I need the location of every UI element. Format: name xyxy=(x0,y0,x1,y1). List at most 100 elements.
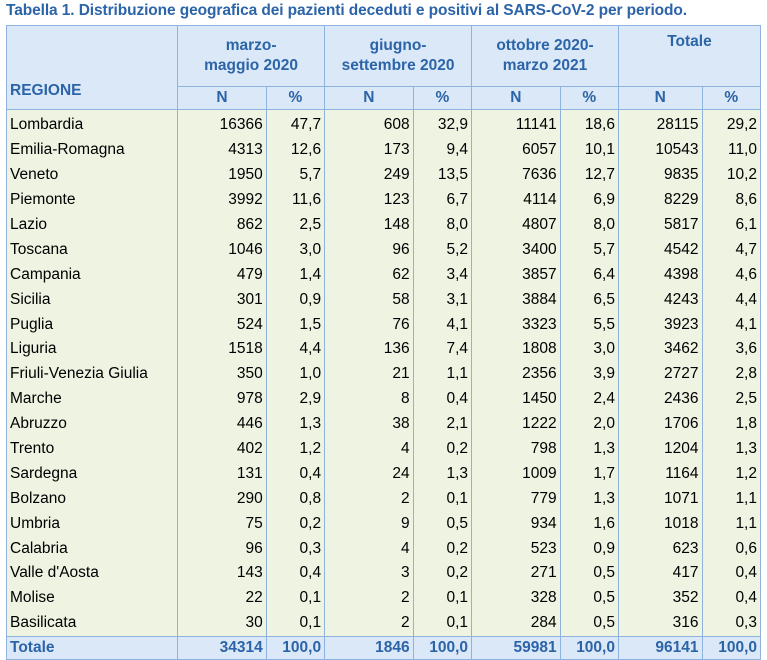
period-header-line2: settembre 2020 xyxy=(341,57,455,74)
percent-cell: 4,1 xyxy=(412,312,473,338)
count-cell: 1071 xyxy=(617,486,703,512)
period-header-line1: ottobre 2020- xyxy=(496,37,594,54)
percent-cell: 1,3 xyxy=(559,486,619,512)
percent-cell: 6,1 xyxy=(701,212,762,238)
period-header-line2: maggio 2020 xyxy=(204,57,299,74)
percent-cell: 12,6 xyxy=(265,137,326,163)
count-cell: 934 xyxy=(471,511,561,537)
table-row: Lazio 862 2,5 148 8,0 4807 8,0 5817 6,1 xyxy=(5,212,762,238)
count-cell: 3 xyxy=(324,561,414,586)
count-cell: 62 xyxy=(324,262,414,288)
percent-cell: 1,3 xyxy=(559,436,619,462)
count-cell: 6057 xyxy=(471,137,561,163)
pct-header: % xyxy=(559,86,619,110)
percent-cell: 7,4 xyxy=(412,337,473,362)
count-cell: 4 xyxy=(324,436,414,462)
count-cell: 1450 xyxy=(471,386,561,412)
percent-cell: 0,2 xyxy=(412,436,473,462)
count-cell: 1518 xyxy=(177,337,267,362)
percent-cell: 1,5 xyxy=(265,312,326,338)
percent-cell: 4,4 xyxy=(701,287,762,313)
count-cell: 1018 xyxy=(617,511,703,537)
total-count-cell: 96141 xyxy=(617,635,703,660)
count-cell: 3884 xyxy=(471,287,561,313)
count-cell: 5817 xyxy=(617,212,703,238)
period-header: marzo- maggio 2020 xyxy=(177,25,326,87)
total-header: Totale xyxy=(617,25,762,87)
table-row: Liguria 1518 4,4 136 7,4 1808 3,0 3462 3,6 xyxy=(5,337,762,362)
count-cell: 417 xyxy=(617,561,703,586)
percent-cell: 2,4 xyxy=(559,386,619,412)
percent-cell: 0,5 xyxy=(412,511,473,537)
percent-cell: 4,1 xyxy=(701,312,762,338)
percent-cell: 0,5 xyxy=(559,585,619,611)
count-cell: 271 xyxy=(471,561,561,586)
percent-cell: 1,4 xyxy=(265,262,326,288)
region-header: REGIONE xyxy=(5,25,179,110)
count-cell: 38 xyxy=(324,411,414,437)
total-label: Totale xyxy=(5,635,179,660)
percent-cell: 1,2 xyxy=(265,436,326,462)
table-row: Abruzzo 446 1,3 38 2,1 1222 2,0 1706 1,8 xyxy=(5,411,762,437)
percent-cell: 6,7 xyxy=(412,187,473,213)
count-cell: 316 xyxy=(617,610,703,637)
region-cell: Friuli-Venezia Giulia xyxy=(5,361,179,387)
percent-cell: 5,7 xyxy=(559,237,619,263)
n-header: N xyxy=(471,86,561,110)
percent-cell: 0,2 xyxy=(412,561,473,586)
count-cell: 76 xyxy=(324,312,414,338)
count-cell: 1164 xyxy=(617,461,703,487)
region-cell: Bolzano xyxy=(5,486,179,512)
n-header: N xyxy=(324,86,414,110)
region-cell: Trento xyxy=(5,436,179,462)
period-header: giugno- settembre 2020 xyxy=(324,25,473,87)
region-cell: Valle d'Aosta xyxy=(5,561,179,586)
count-cell: 352 xyxy=(617,585,703,611)
percent-cell: 3,4 xyxy=(412,262,473,288)
percent-cell: 1,1 xyxy=(412,361,473,387)
percent-cell: 1,3 xyxy=(412,461,473,487)
percent-cell: 6,5 xyxy=(559,287,619,313)
table-row: Friuli-Venezia Giulia 350 1,0 21 1,1 2356 3,9 2… xyxy=(5,361,762,387)
total-count-cell: 34314 xyxy=(177,635,267,660)
table-row: Bolzano 290 0,8 2 0,1 779 1,3 1071 1,1 xyxy=(5,486,762,512)
count-cell: 290 xyxy=(177,486,267,512)
count-cell: 24 xyxy=(324,461,414,487)
count-cell: 16366 xyxy=(177,109,267,138)
count-cell: 523 xyxy=(471,536,561,562)
table-row: Marche 978 2,9 8 0,4 1450 2,4 2436 2,5 xyxy=(5,386,762,412)
percent-cell: 1,6 xyxy=(559,511,619,537)
percent-cell: 0,1 xyxy=(412,486,473,512)
percent-cell: 10,1 xyxy=(559,137,619,163)
count-cell: 143 xyxy=(177,561,267,586)
percent-cell: 5,5 xyxy=(559,312,619,338)
percent-cell: 0,9 xyxy=(559,536,619,562)
percent-cell: 1,1 xyxy=(701,486,762,512)
percent-cell: 1,3 xyxy=(701,436,762,462)
region-cell: Calabria xyxy=(5,536,179,562)
count-cell: 798 xyxy=(471,436,561,462)
count-cell: 4 xyxy=(324,536,414,562)
count-cell: 58 xyxy=(324,287,414,313)
count-cell: 2 xyxy=(324,610,414,637)
count-cell: 2 xyxy=(324,486,414,512)
percent-cell: 5,2 xyxy=(412,237,473,263)
count-cell: 3857 xyxy=(471,262,561,288)
count-cell: 978 xyxy=(177,386,267,412)
percent-cell: 1,1 xyxy=(701,511,762,537)
count-cell: 524 xyxy=(177,312,267,338)
percent-cell: 0,8 xyxy=(265,486,326,512)
count-cell: 4313 xyxy=(177,137,267,163)
percent-cell: 8,6 xyxy=(701,187,762,213)
count-cell: 8229 xyxy=(617,187,703,213)
table-row: Emilia-Romagna 4313 12,6 173 9,4 6057 10,1 1054… xyxy=(5,137,762,163)
count-cell: 328 xyxy=(471,585,561,611)
percent-cell: 3,9 xyxy=(559,361,619,387)
percent-cell: 4,6 xyxy=(701,262,762,288)
data-table: REGIONE marzo- maggio 2020 giugno- sette… xyxy=(5,25,762,660)
count-cell: 1222 xyxy=(471,411,561,437)
total-percent-cell: 100,0 xyxy=(701,635,762,660)
count-cell: 862 xyxy=(177,212,267,238)
percent-cell: 0,4 xyxy=(265,461,326,487)
pct-header: % xyxy=(412,86,473,110)
